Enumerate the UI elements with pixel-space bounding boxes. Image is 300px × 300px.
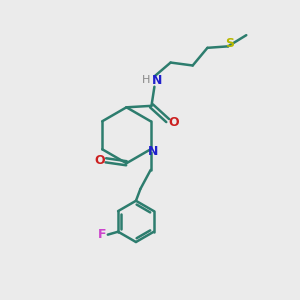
Text: N: N	[152, 74, 163, 87]
Text: O: O	[168, 116, 179, 128]
Text: N: N	[148, 145, 158, 158]
Text: F: F	[98, 228, 106, 241]
Text: H: H	[142, 75, 150, 85]
Text: O: O	[94, 154, 105, 167]
Text: S: S	[225, 37, 234, 50]
